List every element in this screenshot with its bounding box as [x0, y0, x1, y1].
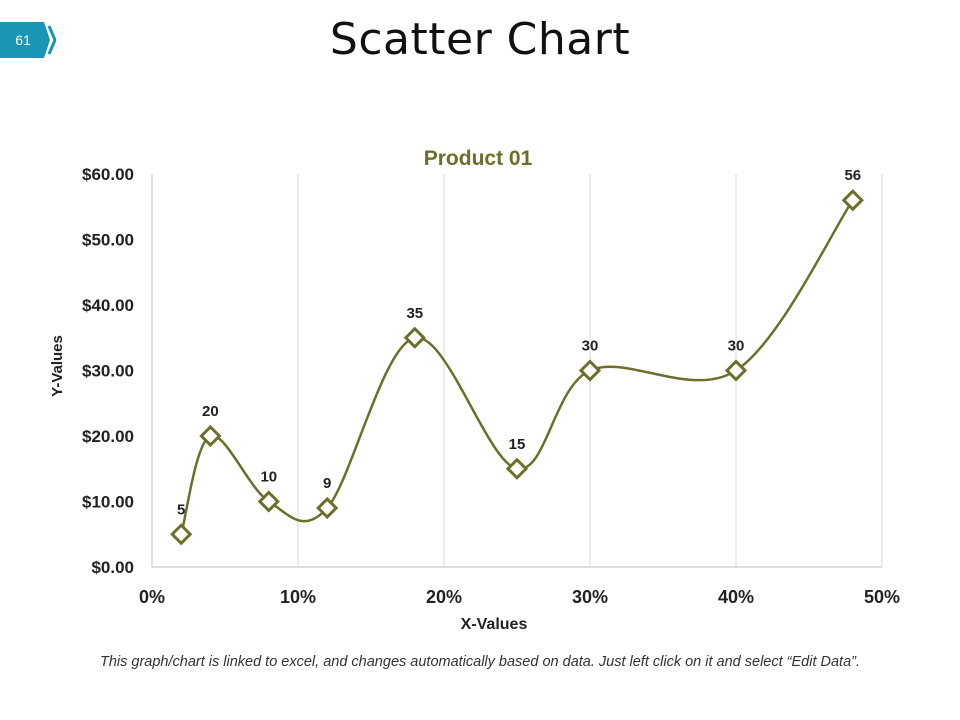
x-axis-title: X-Values — [461, 616, 528, 633]
y-tick-label: $40.00 — [82, 296, 134, 315]
data-point-marker[interactable] — [841, 189, 864, 212]
x-tick-label: 30% — [572, 587, 608, 607]
x-tick-label: 0% — [139, 587, 165, 607]
y-tick-label: $30.00 — [82, 362, 134, 381]
y-tick-label: $60.00 — [82, 165, 134, 184]
data-label: 20 — [202, 403, 219, 420]
data-label: 35 — [406, 305, 423, 322]
y-tick-label: $20.00 — [82, 427, 134, 446]
footnote: This graph/chart is linked to excel, and… — [99, 654, 861, 670]
data-label: 15 — [509, 436, 526, 453]
data-label: 5 — [177, 501, 185, 518]
data-label: 30 — [728, 338, 745, 355]
y-tick-label: $0.00 — [91, 558, 134, 577]
x-tick-label: 50% — [864, 587, 900, 607]
data-point-marker[interactable] — [257, 490, 280, 513]
data-point-marker[interactable] — [403, 326, 426, 349]
data-point-marker[interactable] — [316, 496, 339, 520]
x-tick-label: 10% — [280, 587, 316, 607]
page-number: 61 — [15, 32, 31, 48]
data-point-marker[interactable] — [199, 424, 222, 448]
x-tick-label: 20% — [426, 587, 462, 607]
y-tick-label: $50.00 — [82, 231, 134, 250]
data-point-marker[interactable] — [578, 359, 602, 382]
slide-title: Scatter Chart — [329, 14, 631, 65]
series-line — [180, 199, 854, 535]
x-tick-label: 40% — [718, 587, 754, 607]
y-axis-title: Y-Values — [49, 335, 66, 397]
badge-arrow-icon — [0, 22, 56, 58]
page-number-badge: 61 — [0, 22, 56, 58]
data-label: 56 — [844, 167, 861, 184]
data-label: 30 — [582, 338, 599, 355]
data-point-marker[interactable] — [724, 359, 748, 382]
data-point-marker[interactable] — [505, 457, 529, 480]
y-tick-label: $10.00 — [82, 493, 134, 512]
data-label: 9 — [323, 475, 331, 492]
chart-title: Product 01 — [424, 147, 533, 170]
data-point-marker[interactable] — [170, 523, 193, 546]
data-label: 10 — [260, 469, 277, 486]
scatter-chart[interactable]: $0.00 $10.00 $20.00 $30.00 $40.00 $50.00 $60.0… — [0, 0, 960, 650]
